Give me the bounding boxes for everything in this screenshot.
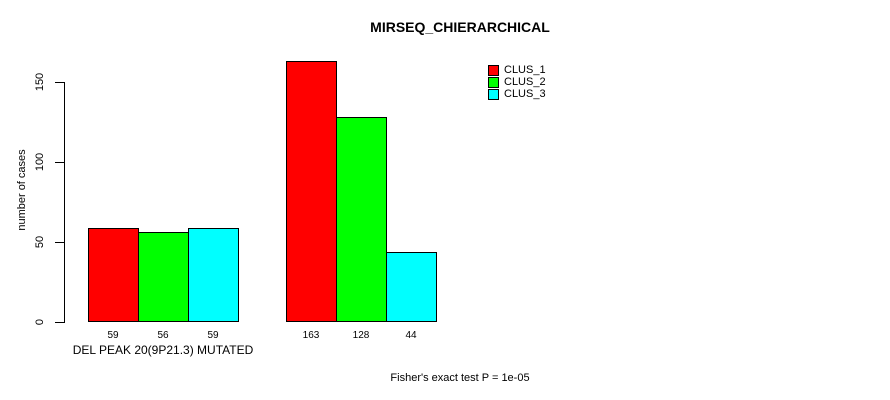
bar-clus_2-group-2 <box>336 117 387 322</box>
y-tick-label: 0 <box>34 318 46 326</box>
y-tick-label: 50 <box>34 235 46 249</box>
y-tick-label: 100 <box>34 152 46 172</box>
annotation-text: Fisher's exact test P = 1e-05 <box>390 372 530 384</box>
bar-value-label: 56 <box>157 330 169 341</box>
legend-swatch-clus_3 <box>488 89 499 100</box>
legend-swatch-clus_2 <box>488 77 499 88</box>
y-axis-tick <box>55 322 64 323</box>
y-axis-tick <box>55 162 64 163</box>
bar-clus_3-group-2 <box>386 252 437 322</box>
legend-label-clus_3: CLUS_3 <box>504 88 546 100</box>
bar-value-label: 163 <box>302 330 320 341</box>
y-axis-line <box>64 82 65 323</box>
y-tick-label: 150 <box>34 72 46 92</box>
x-group-label: DEL PEAK 20(9P21.3) MUTATED <box>72 343 254 357</box>
y-axis-tick <box>55 82 64 83</box>
legend-label-clus_1: CLUS_1 <box>504 64 546 76</box>
bar-value-label: 59 <box>207 330 219 341</box>
y-axis-tick <box>55 242 64 243</box>
bar-value-label: 59 <box>107 330 119 341</box>
bar-clus_3-group-1 <box>188 228 239 322</box>
legend-label-clus_2: CLUS_2 <box>504 76 546 88</box>
bar-clus_1-group-2 <box>286 61 337 322</box>
bar-clus_1-group-1 <box>88 228 139 322</box>
bar-clus_2-group-1 <box>138 232 189 322</box>
chart-title: MIRSEQ_CHIERARCHICAL <box>370 19 550 35</box>
y-axis-title: number of cases <box>16 149 28 231</box>
bar-value-label: 128 <box>352 330 370 341</box>
legend-swatch-clus_1 <box>488 65 499 76</box>
bar-value-label: 44 <box>405 330 417 341</box>
